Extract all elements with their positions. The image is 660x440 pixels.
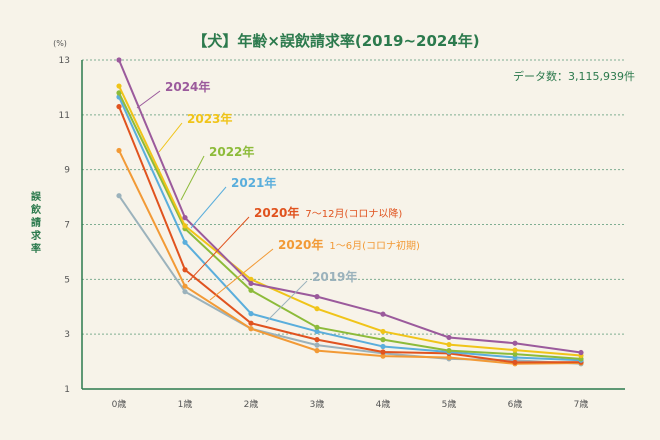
y-axis-label-char: 求 [31, 229, 42, 242]
series-label: 2020年 7～12月(コロナ以降) [254, 205, 402, 220]
series-labels: 2024年 2023年 2022年 2021年 2020年 7～12月(コロナ以降) 202… [136, 79, 420, 323]
y-axis-label-char: 飲 [30, 203, 42, 216]
data-point [512, 340, 518, 346]
data-point [182, 289, 188, 295]
data-point [248, 326, 254, 332]
axes: 0歳 1歳 2歳 3歳 4歳 5歳 6歳 7歳 [81, 60, 625, 410]
y-axis-label-char: 誤 [31, 190, 42, 203]
data-point [182, 283, 188, 289]
data-point [314, 294, 320, 300]
data-point [116, 90, 122, 96]
series-lines [116, 57, 584, 367]
data-point [182, 215, 188, 221]
x-tick-label: 7歳 [574, 398, 589, 410]
x-tick-label: 5歳 [442, 398, 457, 410]
x-tick-label: 6歳 [508, 398, 523, 410]
leader-line [187, 216, 250, 283]
data-point [380, 349, 386, 355]
data-point [116, 83, 122, 89]
y-unit: (%) [53, 39, 67, 48]
data-point [314, 348, 320, 354]
series-label: 2019年 [312, 269, 357, 284]
data-point [314, 306, 320, 312]
leader-line [158, 122, 183, 153]
data-point [446, 354, 452, 361]
series-label: 2022年 [209, 144, 254, 159]
series-line [118, 59, 582, 354]
x-tick-label: 0歳 [112, 398, 127, 410]
series-line [118, 96, 582, 362]
data-point [314, 342, 320, 348]
data-point [380, 353, 386, 359]
x-tick-label: 2歳 [244, 398, 259, 410]
data-point [446, 348, 452, 354]
leader-line [265, 280, 308, 323]
data-point [512, 347, 518, 353]
y-tick-label: 3 [64, 330, 70, 340]
y-tick-label: 13 [59, 56, 70, 66]
data-point [446, 341, 452, 348]
chart-title: 【犬】年齢×誤飲請求率(2019~2024年) [192, 32, 479, 50]
data-point [248, 320, 254, 326]
series-label: 2024年 [165, 79, 210, 94]
leader-line [136, 90, 161, 109]
data-point [314, 324, 320, 330]
series-label: 2023年 [187, 111, 232, 126]
data-point [116, 104, 122, 110]
data-point [380, 328, 386, 335]
data-point [248, 311, 254, 317]
data-point [314, 328, 320, 335]
data-point [446, 334, 452, 341]
data-point [248, 287, 254, 293]
y-tick-label: 7 [64, 221, 70, 231]
y-axis-label-char: 率 [31, 242, 41, 255]
data-point [380, 337, 386, 343]
series-label: 2020年 1～6月(コロナ初期) [278, 237, 420, 252]
series-line [118, 106, 582, 364]
series-line [118, 150, 582, 365]
leader-line [209, 248, 274, 301]
leader-line [180, 155, 205, 201]
y-tick-label: 9 [64, 166, 70, 176]
x-tick-label: 4歳 [376, 398, 391, 410]
data-point [116, 147, 122, 154]
series-line [118, 85, 582, 357]
data-point [314, 337, 320, 343]
data-point [380, 343, 386, 350]
data-point [248, 276, 254, 282]
data-point [182, 223, 188, 229]
data-point [512, 359, 518, 366]
y-axis-label-char: 請 [31, 216, 41, 229]
series-line [118, 92, 582, 360]
y-tick-label: 11 [59, 111, 70, 121]
x-tick-label: 1歳 [178, 398, 193, 410]
series-label: 2021年 [231, 175, 276, 190]
data-point [116, 193, 122, 199]
y-axis-label: 誤飲請求率 [30, 190, 42, 255]
data-point [116, 57, 122, 63]
data-point [380, 311, 386, 317]
data-point [248, 280, 254, 287]
data-point [578, 349, 584, 356]
data-point [182, 267, 188, 273]
x-tick-label: 3歳 [310, 398, 325, 410]
leader-line [190, 186, 227, 229]
y-tick-label: 1 [64, 385, 70, 395]
data-count: データ数：3,115,939件 [513, 69, 635, 83]
data-point [512, 351, 518, 357]
data-point [182, 239, 188, 245]
y-tick-label: 5 [64, 275, 70, 285]
